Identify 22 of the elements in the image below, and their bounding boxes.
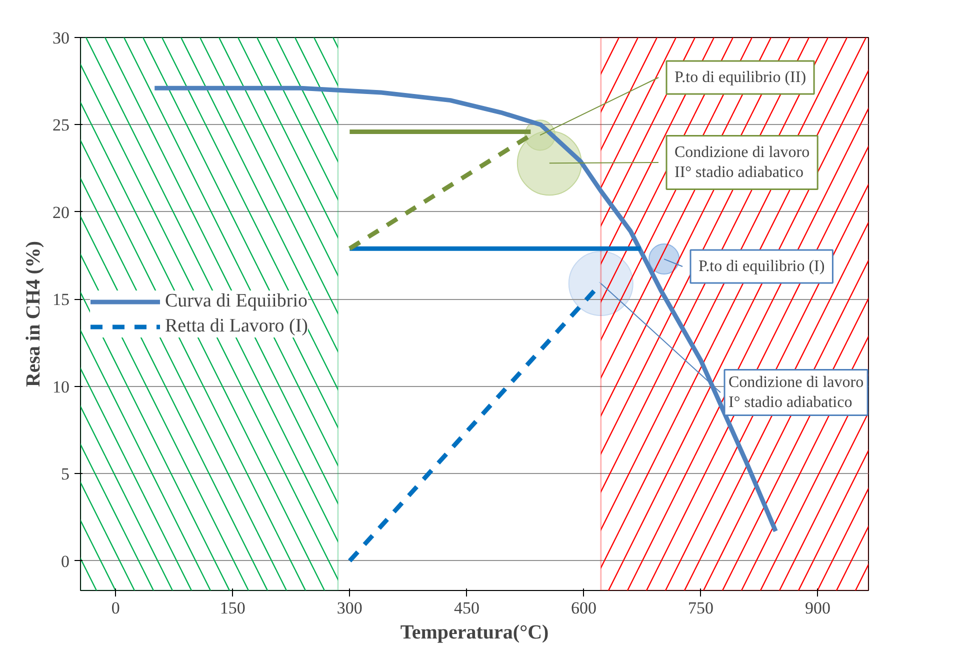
y-tick-label: 30 [52,28,70,48]
y-tick-label: 5 [61,464,70,484]
y-tick-label: 20 [52,202,70,222]
annotation: P.to di equilibrio (II) [674,69,806,86]
x-tick-label: 900 [805,598,831,618]
y-tick-label: 10 [52,377,70,396]
x-tick-label: 300 [336,598,362,618]
x-tick-label: 0 [111,598,120,618]
annotation: P.to di equilibrio (I) [698,258,825,275]
y-tick-label: 0 [61,552,70,571]
y-tick-label: 15 [52,290,70,310]
legend-label: Curva di Equiibrio [165,290,308,312]
legend-label: Retta di Lavoro (I) [165,315,308,337]
x-tick-label: 150 [220,598,246,618]
x-axis-title: Temperatura(°C) [400,622,549,644]
x-tick-label: 600 [570,598,596,618]
x-tick-label: 450 [454,598,480,618]
x-tick-label: 750 [688,598,714,618]
y-tick-label: 25 [52,116,70,135]
y-axis-title: Resa in CH4 (%) [22,240,44,388]
annotation: Condizione di lavoro I° stadio adiabatico [728,374,864,412]
annotation: Condizione di lavoro II° stadio adiabatico [674,144,810,182]
